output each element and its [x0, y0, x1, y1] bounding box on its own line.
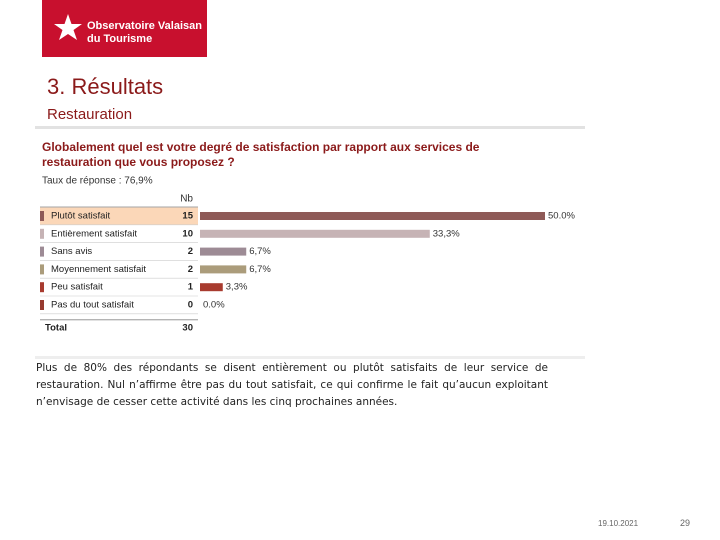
count-label: 0 — [188, 300, 193, 311]
value-label: 6,7% — [249, 246, 271, 257]
chart-title: restauration que vous proposez ? — [42, 155, 235, 169]
value-label: 50.0% — [548, 211, 575, 222]
total-label: Total — [45, 322, 67, 333]
category-label: Sans avis — [51, 246, 92, 257]
logo-text: Observatoire Valaisan — [87, 20, 202, 32]
logo-star — [54, 14, 82, 40]
footer-date: 19.10.2021 — [598, 519, 639, 528]
legend-swatch — [40, 282, 44, 293]
count-label: 10 — [182, 228, 193, 239]
category-label: Peu satisfait — [51, 282, 103, 293]
count-label: 1 — [188, 282, 194, 293]
legend-swatch — [40, 300, 44, 310]
legend-swatch — [40, 211, 44, 221]
count-label: 15 — [182, 211, 193, 222]
value-label: 3,3% — [226, 282, 248, 293]
category-label: Plutôt satisfait — [51, 211, 110, 222]
chart-title: Globalement quel est votre degré de sati… — [42, 140, 480, 154]
bar — [200, 247, 247, 256]
legend-swatch — [40, 246, 44, 257]
chart-subtitle: Taux de réponse : 76,9% — [42, 176, 153, 187]
category-label: Entièrement satisfait — [51, 228, 137, 239]
column-header: Nb — [180, 194, 193, 205]
logo-text: du Tourisme — [87, 33, 152, 45]
category-label: Moyennement satisfait — [51, 264, 146, 275]
value-label: 6,7% — [249, 264, 271, 275]
category-label: Pas du tout satisfait — [51, 300, 134, 311]
paragraph: Plus de 80% des répondants se disent ent… — [36, 362, 548, 408]
divider — [35, 126, 585, 129]
total-count: 30 — [182, 322, 193, 333]
value-label: 33,3% — [433, 228, 460, 239]
legend-swatch — [40, 228, 44, 239]
bar — [200, 265, 247, 274]
row-highlight — [40, 207, 198, 225]
slide-subtitle: Restauration — [47, 106, 132, 123]
value-label: 0.0% — [203, 300, 225, 311]
bar — [200, 283, 223, 292]
legend-swatch — [40, 264, 44, 275]
bar — [200, 229, 430, 238]
slide-title: 3. Résultats — [47, 74, 163, 99]
bar — [200, 212, 545, 220]
count-label: 2 — [188, 264, 193, 275]
divider — [35, 356, 585, 359]
count-label: 2 — [188, 246, 193, 257]
page-number: 29 — [680, 518, 691, 528]
